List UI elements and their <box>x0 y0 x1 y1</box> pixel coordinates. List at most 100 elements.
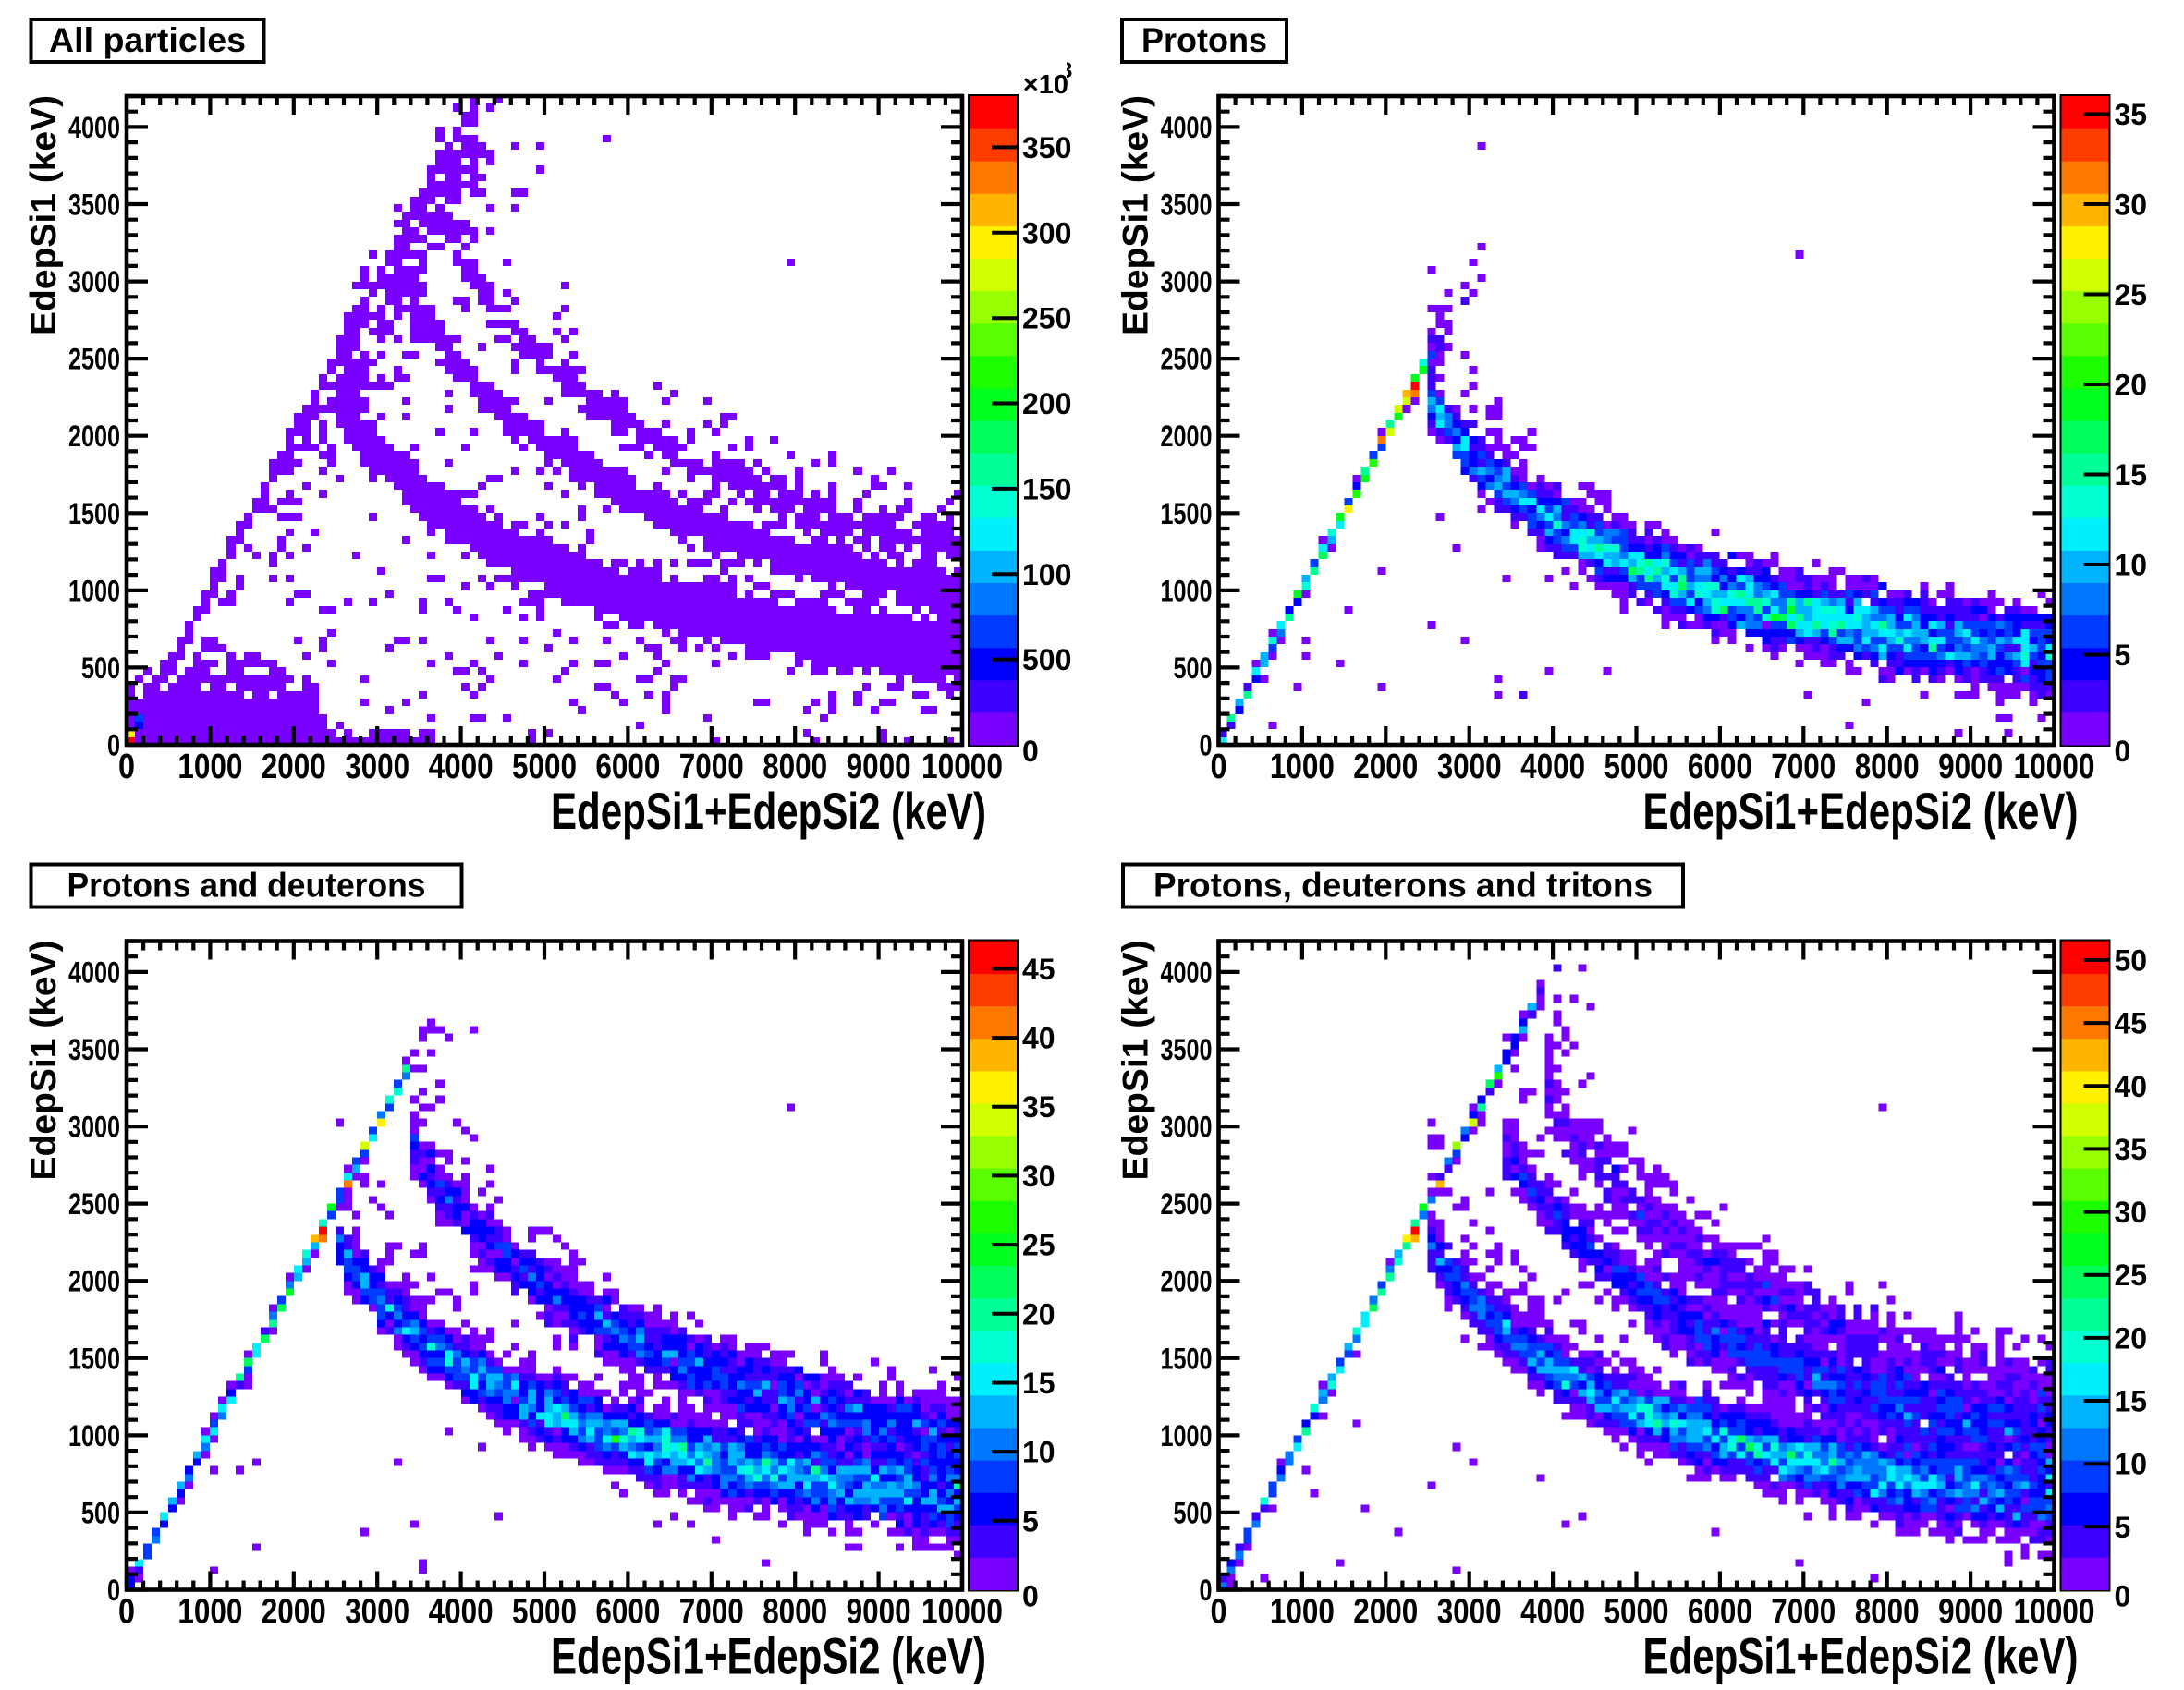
svg-text:10000: 10000 <box>921 748 1003 786</box>
svg-text:500: 500 <box>1174 1496 1213 1529</box>
svg-text:20: 20 <box>2115 369 2148 402</box>
svg-text:3000: 3000 <box>1161 1111 1213 1144</box>
svg-text:10000: 10000 <box>921 1593 1003 1632</box>
svg-text:4000: 4000 <box>429 748 494 786</box>
svg-text:10: 10 <box>2115 1448 2148 1481</box>
svg-text:0: 0 <box>1211 748 1227 786</box>
svg-text:15: 15 <box>2115 458 2148 492</box>
svg-text:7000: 7000 <box>1771 748 1836 786</box>
svg-text:4000: 4000 <box>68 111 120 144</box>
svg-text:0: 0 <box>1200 1574 1213 1607</box>
svg-text:0: 0 <box>2115 735 2131 768</box>
svg-text:7000: 7000 <box>679 748 744 786</box>
svg-text:10000: 10000 <box>2014 748 2095 786</box>
svg-text:5: 5 <box>2115 638 2131 672</box>
svg-text:0: 0 <box>1022 735 1039 768</box>
svg-text:8000: 8000 <box>1855 1593 1920 1632</box>
svg-text:1000: 1000 <box>177 748 242 786</box>
svg-text:3500: 3500 <box>1161 1033 1213 1066</box>
svg-text:Protons: Protons <box>1141 21 1267 59</box>
svg-text:150: 150 <box>1022 472 1071 505</box>
svg-text:2000: 2000 <box>1161 419 1213 453</box>
svg-text:5000: 5000 <box>512 1593 577 1632</box>
svg-text:45: 45 <box>2115 1007 2148 1040</box>
svg-text:0: 0 <box>1022 1580 1039 1613</box>
svg-text:2000: 2000 <box>1161 1265 1213 1298</box>
svg-text:35: 35 <box>2115 1133 2148 1166</box>
svg-text:5: 5 <box>2115 1511 2131 1544</box>
svg-text:EdepSi1 (keV): EdepSi1 (keV) <box>1116 95 1156 335</box>
svg-text:6000: 6000 <box>1688 748 1752 786</box>
svg-text:4000: 4000 <box>429 1593 494 1632</box>
svg-text:EdepSi1+EdepSi2 (keV): EdepSi1+EdepSi2 (keV) <box>1643 782 2079 840</box>
svg-text:35: 35 <box>2115 98 2148 131</box>
svg-text:1000: 1000 <box>177 1593 242 1632</box>
svg-text:9000: 9000 <box>1938 1593 2003 1632</box>
svg-text:300: 300 <box>1022 216 1071 249</box>
svg-text:500: 500 <box>1174 651 1213 685</box>
svg-text:4000: 4000 <box>1161 955 1213 989</box>
svg-text:2500: 2500 <box>1161 343 1213 376</box>
svg-text:2000: 2000 <box>1353 1593 1418 1632</box>
svg-text:1000: 1000 <box>1270 1593 1335 1632</box>
svg-text:7000: 7000 <box>1771 1593 1836 1632</box>
svg-text:7000: 7000 <box>679 1593 744 1632</box>
svg-text:0: 0 <box>107 1574 120 1607</box>
svg-text:6000: 6000 <box>595 748 660 786</box>
svg-text:3000: 3000 <box>68 1111 120 1144</box>
svg-text:3: 3 <box>1060 58 1072 83</box>
svg-text:35: 35 <box>1022 1090 1055 1124</box>
svg-text:50: 50 <box>2115 943 2148 977</box>
svg-text:10: 10 <box>1022 1436 1055 1469</box>
svg-text:5: 5 <box>1022 1504 1039 1538</box>
svg-text:3000: 3000 <box>1437 748 1502 786</box>
svg-text:200: 200 <box>1022 387 1071 420</box>
svg-text:0: 0 <box>1200 729 1213 762</box>
svg-text:2000: 2000 <box>262 748 326 786</box>
svg-text:3000: 3000 <box>345 748 409 786</box>
svg-text:Protons and deuterons: Protons and deuterons <box>67 867 426 905</box>
svg-text:1500: 1500 <box>68 1342 120 1375</box>
svg-text:9000: 9000 <box>847 748 911 786</box>
svg-text:EdepSi1 (keV): EdepSi1 (keV) <box>1116 940 1156 1180</box>
svg-text:5000: 5000 <box>512 748 577 786</box>
svg-text:1000: 1000 <box>1270 748 1335 786</box>
svg-text:0: 0 <box>2115 1580 2131 1613</box>
svg-text:4000: 4000 <box>1520 748 1585 786</box>
svg-text:1000: 1000 <box>68 574 120 607</box>
svg-text:3500: 3500 <box>68 188 120 222</box>
svg-text:8000: 8000 <box>763 748 827 786</box>
svg-text:1000: 1000 <box>1161 574 1213 607</box>
svg-text:6000: 6000 <box>595 1593 660 1632</box>
svg-text:EdepSi1 (keV): EdepSi1 (keV) <box>24 95 64 335</box>
svg-text:9000: 9000 <box>1938 748 2003 786</box>
svg-text:4000: 4000 <box>1520 1593 1585 1632</box>
svg-text:9000: 9000 <box>847 1593 911 1632</box>
svg-text:25: 25 <box>1022 1229 1055 1262</box>
svg-text:3000: 3000 <box>1161 265 1213 298</box>
svg-text:5000: 5000 <box>1604 1593 1669 1632</box>
svg-text:1500: 1500 <box>68 497 120 530</box>
svg-text:1000: 1000 <box>1161 1419 1213 1453</box>
svg-text:30: 30 <box>2115 188 2148 222</box>
svg-text:0: 0 <box>1211 1593 1227 1632</box>
svg-text:350: 350 <box>1022 131 1071 164</box>
svg-text:0: 0 <box>118 1593 135 1632</box>
svg-text:2500: 2500 <box>1161 1187 1213 1221</box>
svg-text:EdepSi1+EdepSi2 (keV): EdepSi1+EdepSi2 (keV) <box>551 1627 986 1685</box>
svg-text:3500: 3500 <box>1161 188 1213 222</box>
svg-text:0: 0 <box>107 729 120 762</box>
svg-text:3000: 3000 <box>345 1593 409 1632</box>
svg-text:×10: ×10 <box>1023 70 1068 100</box>
svg-text:25: 25 <box>2115 1258 2148 1292</box>
svg-text:20: 20 <box>2115 1321 2148 1355</box>
svg-text:Protons, deuterons and tritons: Protons, deuterons and tritons <box>1153 867 1653 905</box>
svg-text:30: 30 <box>1022 1160 1055 1193</box>
svg-text:1500: 1500 <box>1161 497 1213 530</box>
svg-text:2500: 2500 <box>68 343 120 376</box>
svg-text:500: 500 <box>1022 643 1071 676</box>
svg-text:EdepSi1 (keV): EdepSi1 (keV) <box>24 940 64 1180</box>
svg-text:10: 10 <box>2115 549 2148 582</box>
svg-text:100: 100 <box>1022 558 1071 591</box>
svg-text:0: 0 <box>118 748 135 786</box>
